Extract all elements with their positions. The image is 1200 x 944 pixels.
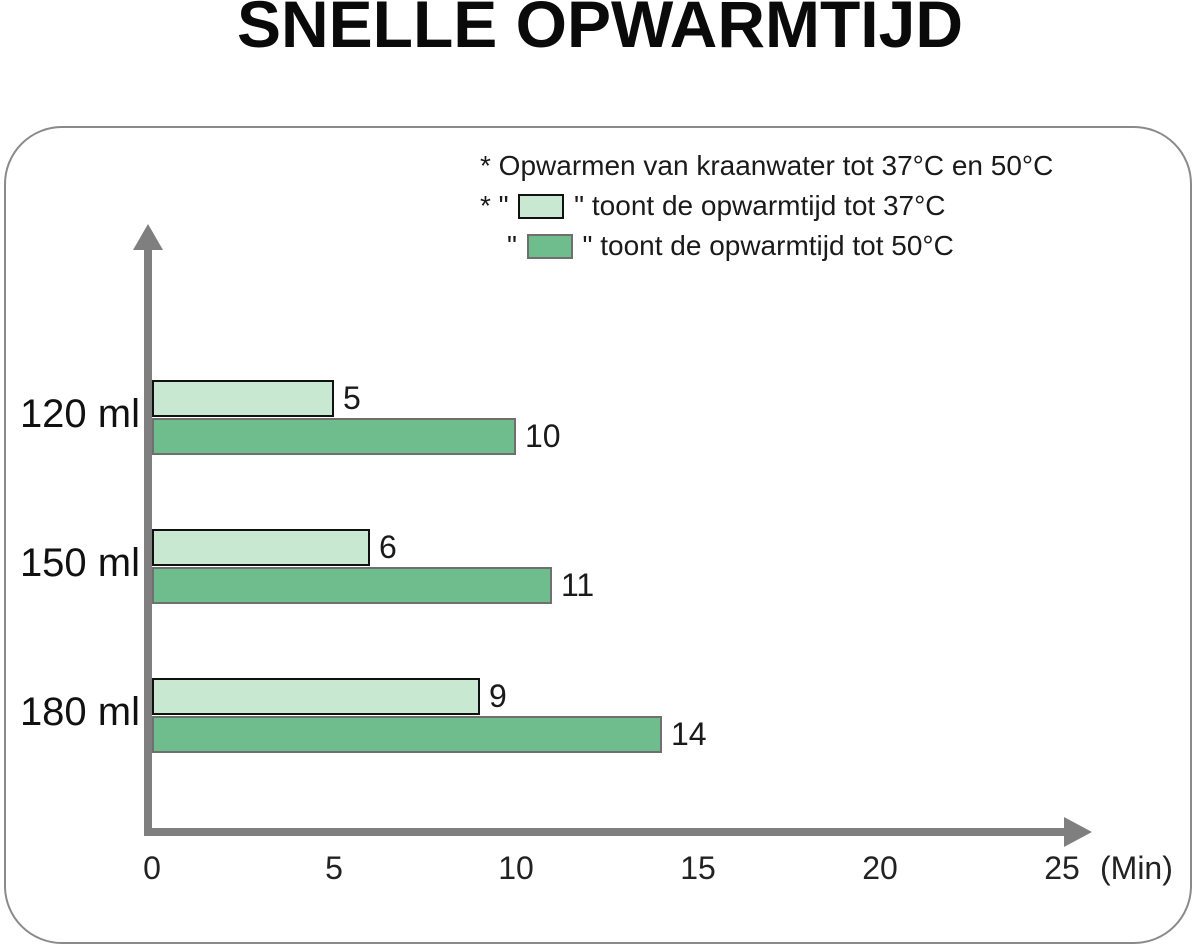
category-label: 120 ml [19,392,140,436]
bar-150ml-37c [152,529,370,566]
legend-swatch-50c [526,234,573,259]
legend-item-50c-label: " toont de opwarmtijd tot 50°C [574,230,954,261]
x-axis [144,828,1064,836]
chart-title: SNELLE OPWARMTIJD [236,0,964,61]
bar-value-label: 11 [561,567,595,603]
bar-value-label: 6 [379,529,397,565]
category-label: 180 ml [19,690,140,734]
legend-note: * Opwarmen van kraanwater tot 37°C en 50… [480,146,1053,186]
bar-180ml-50c [152,716,662,753]
bar-120ml-37c [152,380,334,417]
bar-value-label: 10 [525,418,561,454]
bar-120ml-50c [152,418,516,455]
legend-note-text: * Opwarmen van kraanwater tot 37°C en 50… [480,150,1054,181]
bar-value-label: 5 [343,380,361,416]
bar-value-label: 9 [489,678,507,714]
legend: * Opwarmen van kraanwater tot 37°C en 50… [480,146,1053,266]
legend-swatch-37c [518,194,565,219]
legend-item-37c-label: " toont de opwarmtijd tot 37°C [566,190,946,221]
category-label: 150 ml [19,541,140,585]
legend-item-50c: " " toont de opwarmtijd tot 50°C [480,226,1053,266]
x-tick-label: 25 [1044,850,1080,886]
bar-150ml-50c [152,567,552,604]
x-tick-label: 0 [143,850,161,886]
x-tick-label: 15 [680,850,716,886]
legend-item-50c-prefix: " [507,230,525,261]
y-axis-arrow-icon [133,224,163,250]
y-axis [144,248,152,836]
bar-180ml-37c [152,678,480,715]
legend-item-37c-prefix: * " [480,190,517,221]
x-axis-arrow-icon [1064,817,1092,847]
x-tick-label: 10 [498,850,534,886]
x-tick-label: 20 [862,850,898,886]
x-axis-unit-label: (Min) [1100,850,1173,886]
x-tick-label: 5 [325,850,343,886]
bar-value-label: 14 [671,716,707,752]
legend-item-37c: * " " toont de opwarmtijd tot 37°C [480,186,1053,226]
